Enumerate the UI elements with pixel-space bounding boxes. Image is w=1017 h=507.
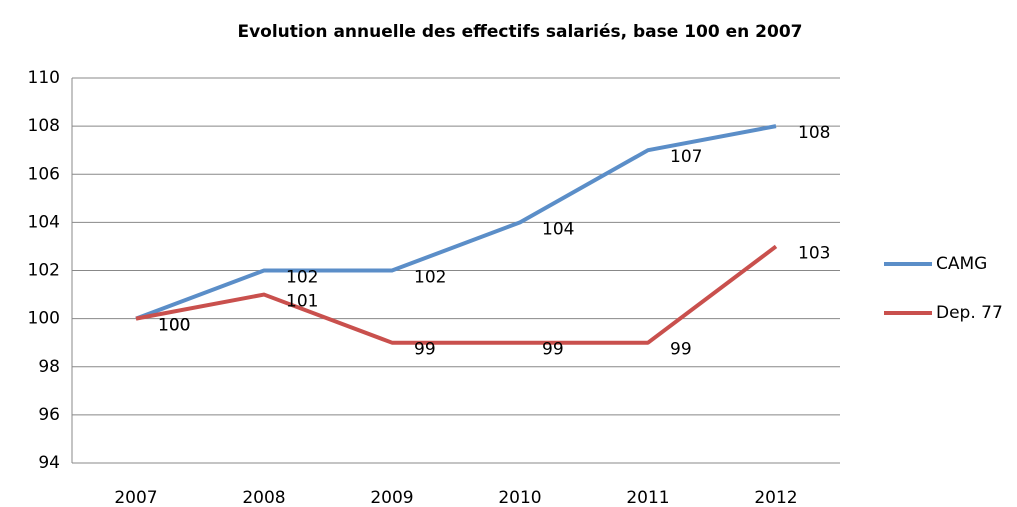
y-tick-label: 110	[28, 68, 60, 88]
data-label: 108	[798, 123, 830, 143]
y-tick-label: 94	[38, 453, 60, 473]
x-tick-label: 2008	[242, 488, 285, 507]
x-tick-label: 2010	[498, 488, 541, 507]
data-label: 100	[158, 316, 190, 336]
data-label: 99	[670, 340, 692, 360]
y-tick-label: 108	[28, 116, 60, 136]
y-tick-label: 100	[28, 309, 60, 329]
x-tick-label: 2009	[370, 488, 413, 507]
data-label: 102	[286, 268, 318, 288]
y-tick-label: 104	[28, 212, 60, 232]
legend-label: Dep. 77	[936, 303, 1003, 323]
y-tick-label: 96	[38, 405, 60, 425]
data-label: 103	[798, 243, 830, 263]
data-label: 99	[542, 340, 564, 360]
data-label: 104	[542, 219, 574, 239]
data-label: 100	[158, 316, 190, 336]
series-line	[135, 124, 777, 321]
chart-title: Evolution annuelle des effectifs salarié…	[237, 22, 802, 42]
y-tick-label: 98	[38, 357, 60, 377]
y-tick-label: 102	[28, 261, 60, 281]
x-tick-label: 2011	[626, 488, 669, 507]
x-tick-label: 2012	[754, 488, 797, 507]
x-tick-label: 2007	[114, 488, 157, 507]
data-label: 102	[414, 268, 446, 288]
data-label: 101	[286, 292, 318, 312]
data-label: 107	[670, 147, 702, 167]
y-tick-label: 106	[28, 164, 60, 184]
legend-label: CAMG	[936, 254, 987, 274]
series-line	[135, 244, 778, 345]
data-label: 99	[414, 340, 436, 360]
